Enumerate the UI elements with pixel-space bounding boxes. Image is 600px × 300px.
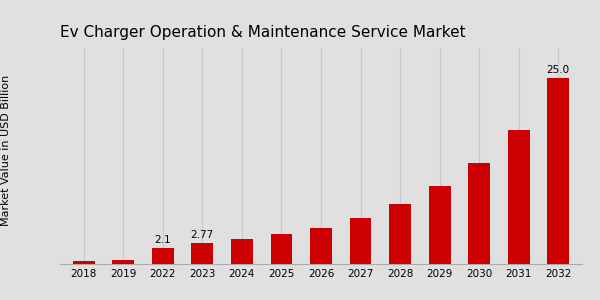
Text: 25.0: 25.0: [547, 65, 570, 75]
Text: Ev Charger Operation & Maintenance Service Market: Ev Charger Operation & Maintenance Servi…: [60, 25, 466, 40]
Bar: [112, 260, 134, 264]
Text: 2.1: 2.1: [155, 236, 171, 245]
Bar: [73, 261, 95, 264]
Bar: [350, 218, 371, 264]
Bar: [469, 164, 490, 264]
Bar: [231, 239, 253, 264]
Bar: [429, 186, 451, 264]
Text: 2.77: 2.77: [191, 230, 214, 240]
Bar: [310, 227, 332, 264]
Bar: [389, 204, 411, 264]
Bar: [191, 243, 213, 264]
Bar: [271, 234, 292, 264]
Bar: [508, 130, 530, 264]
Text: Market Value in USD Billion: Market Value in USD Billion: [1, 74, 11, 226]
Bar: [547, 78, 569, 264]
Bar: [152, 248, 173, 264]
